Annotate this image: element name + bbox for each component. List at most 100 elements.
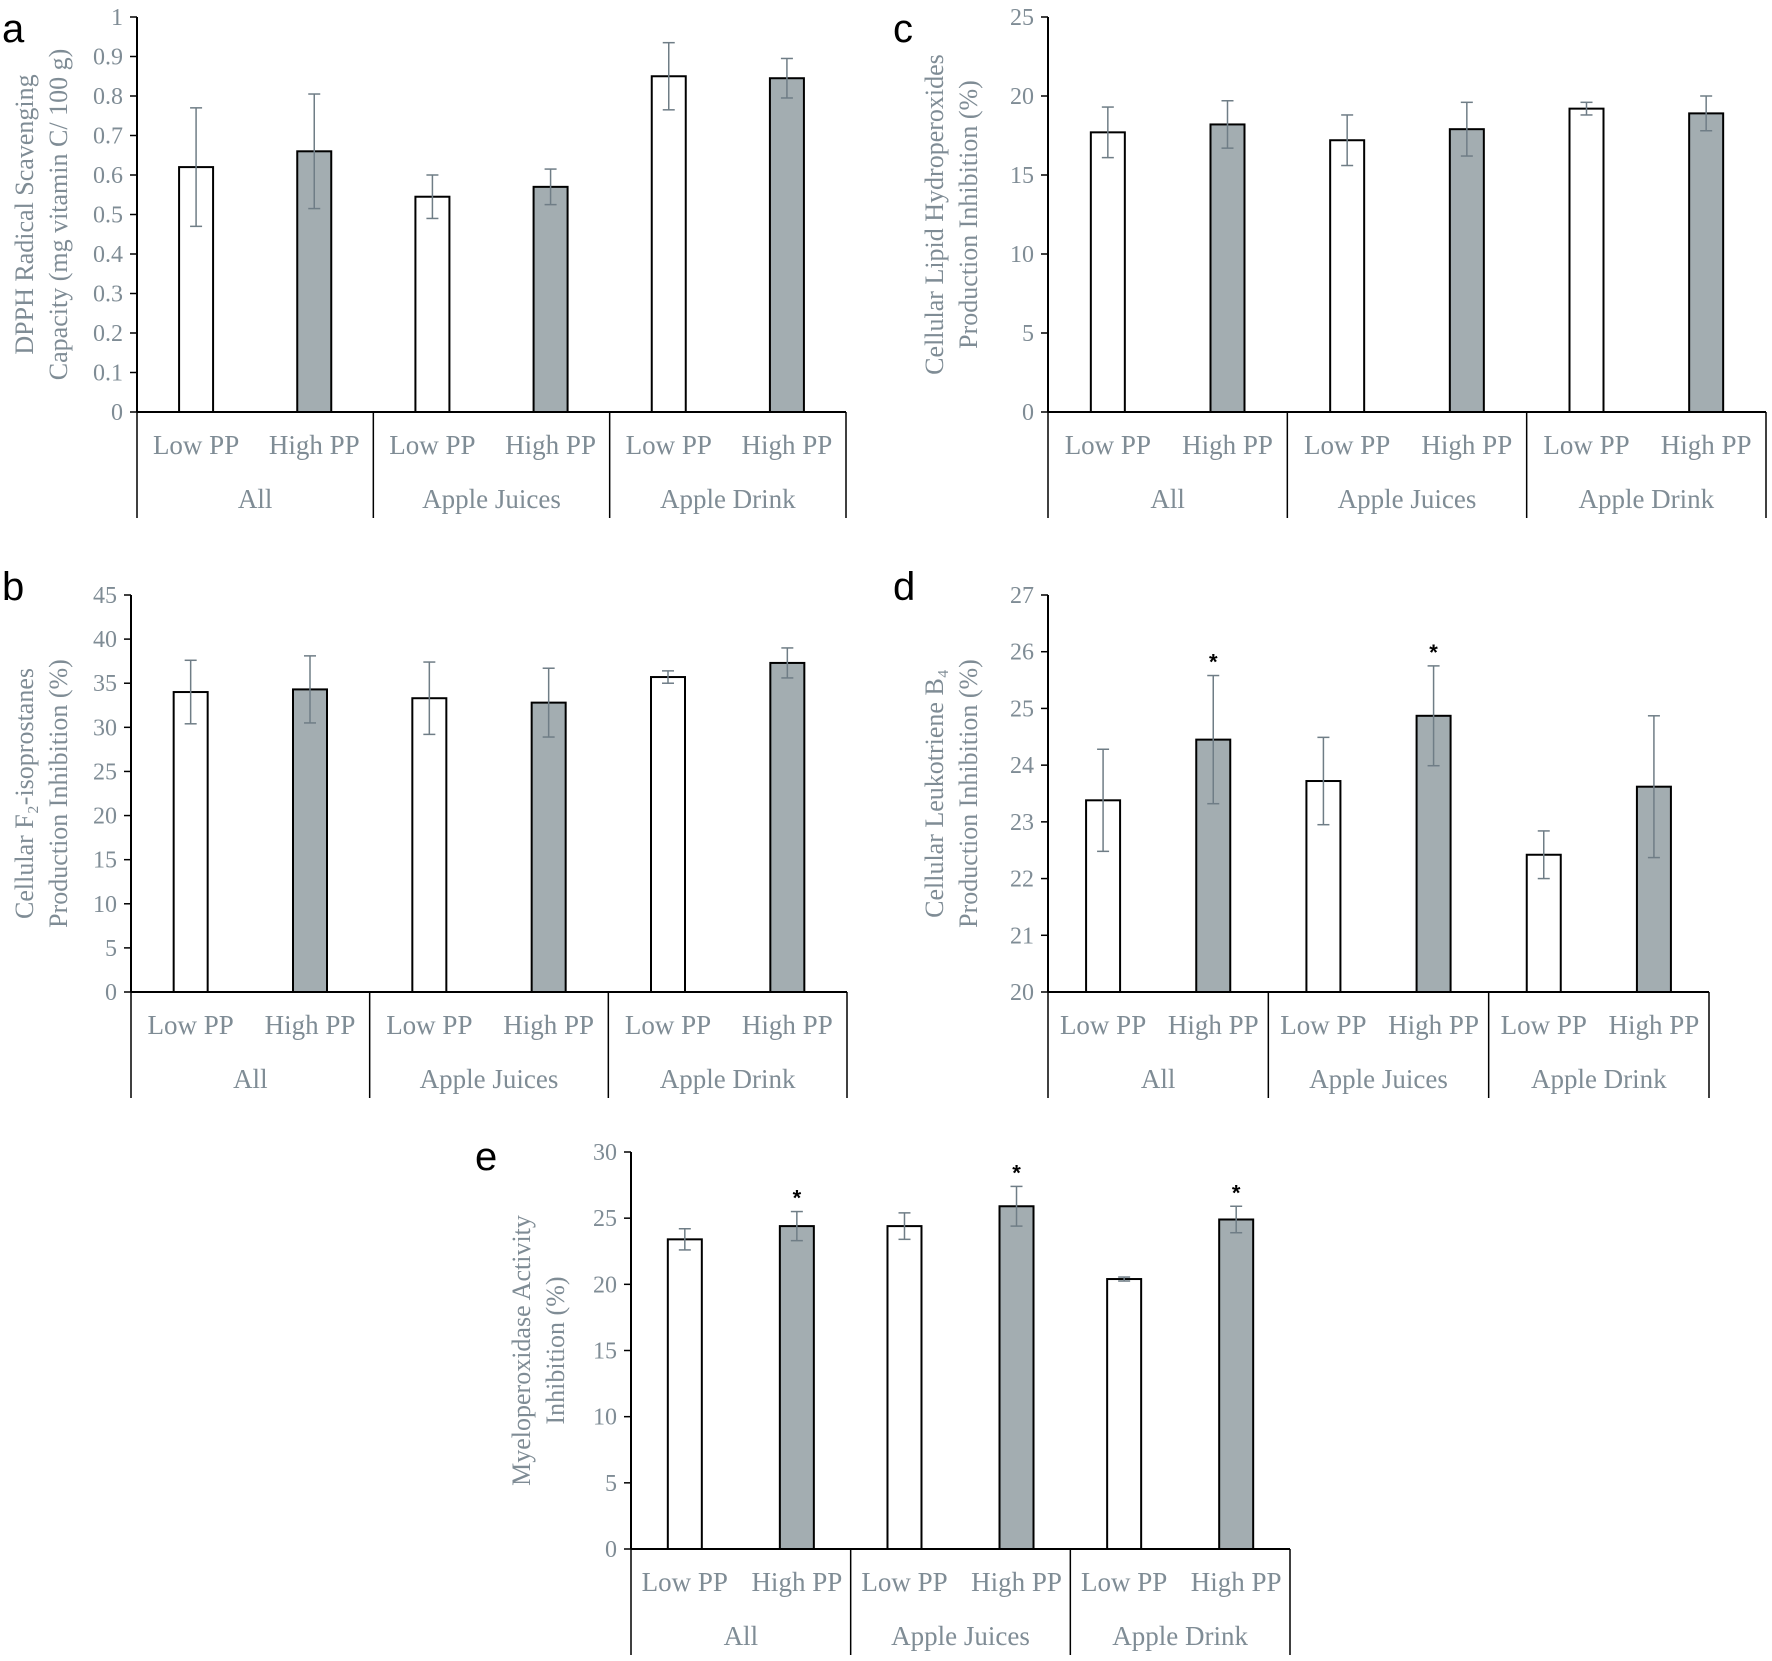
y-axis-label: Inhibition (%): [541, 1276, 570, 1424]
bar-low-pp: [1089, 131, 1126, 413]
y-tick-label: 21: [1010, 923, 1034, 949]
chart-panel-b: 0 5 10 15 20 25 30 35 40 45 Low PP High PP Low PP Hig…: [2, 565, 848, 1098]
y-tick-label: 20: [1010, 84, 1034, 110]
x-tick-label: High PP: [1421, 430, 1512, 460]
bar-high-pp: [1448, 128, 1485, 413]
x-group-label: Apple Drink: [660, 484, 796, 514]
bar-high-pp: [1218, 1218, 1255, 1550]
chart-panel-d: 20 21 22 23 24 25 26 27 Low PP * High PP Low PP * Hig…: [893, 565, 1710, 1098]
x-tick-label: High PP: [971, 1567, 1062, 1597]
bar-high-pp: [1209, 123, 1246, 413]
y-tick-label: 1: [111, 5, 123, 31]
y-tick-label: 5: [605, 1471, 617, 1497]
x-tick-label: High PP: [505, 430, 596, 460]
y-tick-label: 0.3: [93, 282, 123, 308]
x-tick-label: High PP: [269, 430, 360, 460]
x-tick-label: Low PP: [642, 1567, 728, 1597]
y-tick-label: 25: [1010, 5, 1034, 31]
y-axis-label: Production Inhibition (%): [954, 659, 983, 928]
bar-low-pp: [414, 195, 451, 413]
y-tick-label: 30: [593, 1140, 617, 1166]
y-axis-label: Cellular F₂-isoprostanes: [10, 668, 39, 919]
y-tick-label: 10: [93, 892, 117, 918]
y-axis-label: Cellular Lipid Hydroperoxides: [920, 54, 949, 375]
y-tick-label: 15: [93, 848, 117, 874]
y-tick-label: 0.7: [93, 124, 123, 150]
y-tick-label: 5: [105, 936, 117, 962]
bar-high-pp: [530, 701, 567, 993]
y-tick-label: 26: [1010, 640, 1034, 666]
y-tick-label: 0: [111, 400, 123, 426]
panel-label: a: [2, 7, 25, 51]
bar-high-pp: [532, 185, 569, 413]
chart-panel-c: 0 5 10 15 20 25 Low PP High PP Low PP High PP Low …: [893, 5, 1767, 518]
bar-low-pp: [411, 697, 448, 993]
y-tick-label: 0: [105, 980, 117, 1006]
x-tick-label: High PP: [503, 1010, 594, 1040]
y-tick-label: 25: [593, 1206, 617, 1232]
significance-star: *: [1232, 1180, 1241, 1205]
y-tick-label: 27: [1010, 583, 1034, 609]
y-tick-label: 0.5: [93, 203, 123, 229]
x-group-label: Apple Juices: [422, 484, 561, 514]
x-group-label: Apple Juices: [891, 1621, 1030, 1651]
y-tick-label: 0.1: [93, 361, 123, 387]
y-tick-label: 22: [1010, 867, 1034, 893]
y-tick-label: 0.2: [93, 321, 123, 347]
y-tick-label: 15: [593, 1339, 617, 1365]
y-tick-label: 24: [1010, 753, 1034, 779]
y-tick-label: 10: [593, 1405, 617, 1431]
bar-high-pp: [292, 688, 328, 993]
significance-star: *: [1012, 1160, 1021, 1185]
x-tick-label: Low PP: [626, 430, 712, 460]
y-tick-label: 20: [593, 1272, 617, 1298]
x-tick-label: Low PP: [1065, 430, 1151, 460]
panel-label: c: [893, 7, 913, 51]
bar-low-pp: [666, 1238, 703, 1550]
panel-label: e: [475, 1135, 497, 1179]
x-group-label: Apple Drink: [1112, 1621, 1248, 1651]
bar-high-pp: [1688, 112, 1725, 413]
x-tick-label: Low PP: [1280, 1010, 1366, 1040]
panel-label: b: [2, 565, 24, 609]
x-tick-label: Low PP: [1304, 430, 1390, 460]
y-tick-label: 5: [1022, 321, 1034, 347]
x-tick-label: High PP: [1388, 1010, 1479, 1040]
bar-low-pp: [650, 75, 687, 413]
y-tick-label: 30: [93, 715, 117, 741]
x-tick-label: High PP: [742, 430, 833, 460]
x-tick-label: Low PP: [1060, 1010, 1146, 1040]
x-group-label: All: [724, 1621, 759, 1651]
x-group-label: All: [238, 484, 273, 514]
bar-low-pp: [886, 1225, 923, 1551]
x-group-label: All: [233, 1064, 268, 1094]
x-tick-label: Low PP: [389, 430, 475, 460]
x-tick-label: High PP: [1609, 1010, 1700, 1040]
y-axis-label: Capacity (mg vitamin C/ 100 g): [44, 49, 73, 380]
significance-star: *: [793, 1186, 802, 1211]
bar-low-pp: [1329, 139, 1366, 414]
x-tick-label: High PP: [265, 1010, 356, 1040]
bar-high-pp: [778, 1225, 815, 1551]
y-tick-label: 23: [1010, 810, 1034, 836]
x-group-label: Apple Drink: [1531, 1064, 1667, 1094]
y-tick-label: 0.9: [93, 45, 123, 71]
bar-low-pp: [172, 691, 209, 993]
bar-low-pp: [1568, 107, 1605, 413]
y-axis-label: Production Inhibition (%): [44, 659, 73, 928]
y-tick-label: 45: [93, 583, 117, 609]
x-tick-label: High PP: [1168, 1010, 1259, 1040]
chart-panel-a: 0 0.1 0.2 0.3 0.4 0.5 0.6 0.7 0.8 0.9 1 Low PP High …: [2, 5, 847, 518]
significance-star: *: [1429, 640, 1438, 665]
x-group-label: Apple Juices: [420, 1064, 559, 1094]
x-tick-label: Low PP: [1081, 1567, 1167, 1597]
x-tick-label: High PP: [751, 1567, 842, 1597]
bar-high-pp: [998, 1205, 1035, 1551]
y-axis-label: DPPH Radical Scavenging: [10, 74, 39, 354]
bar-high-pp: [769, 661, 806, 993]
y-axis-label: Cellular Leukotriene B₄: [920, 669, 949, 918]
x-tick-label: High PP: [742, 1010, 833, 1040]
x-tick-label: Low PP: [1501, 1010, 1587, 1040]
significance-star: *: [1209, 650, 1218, 675]
